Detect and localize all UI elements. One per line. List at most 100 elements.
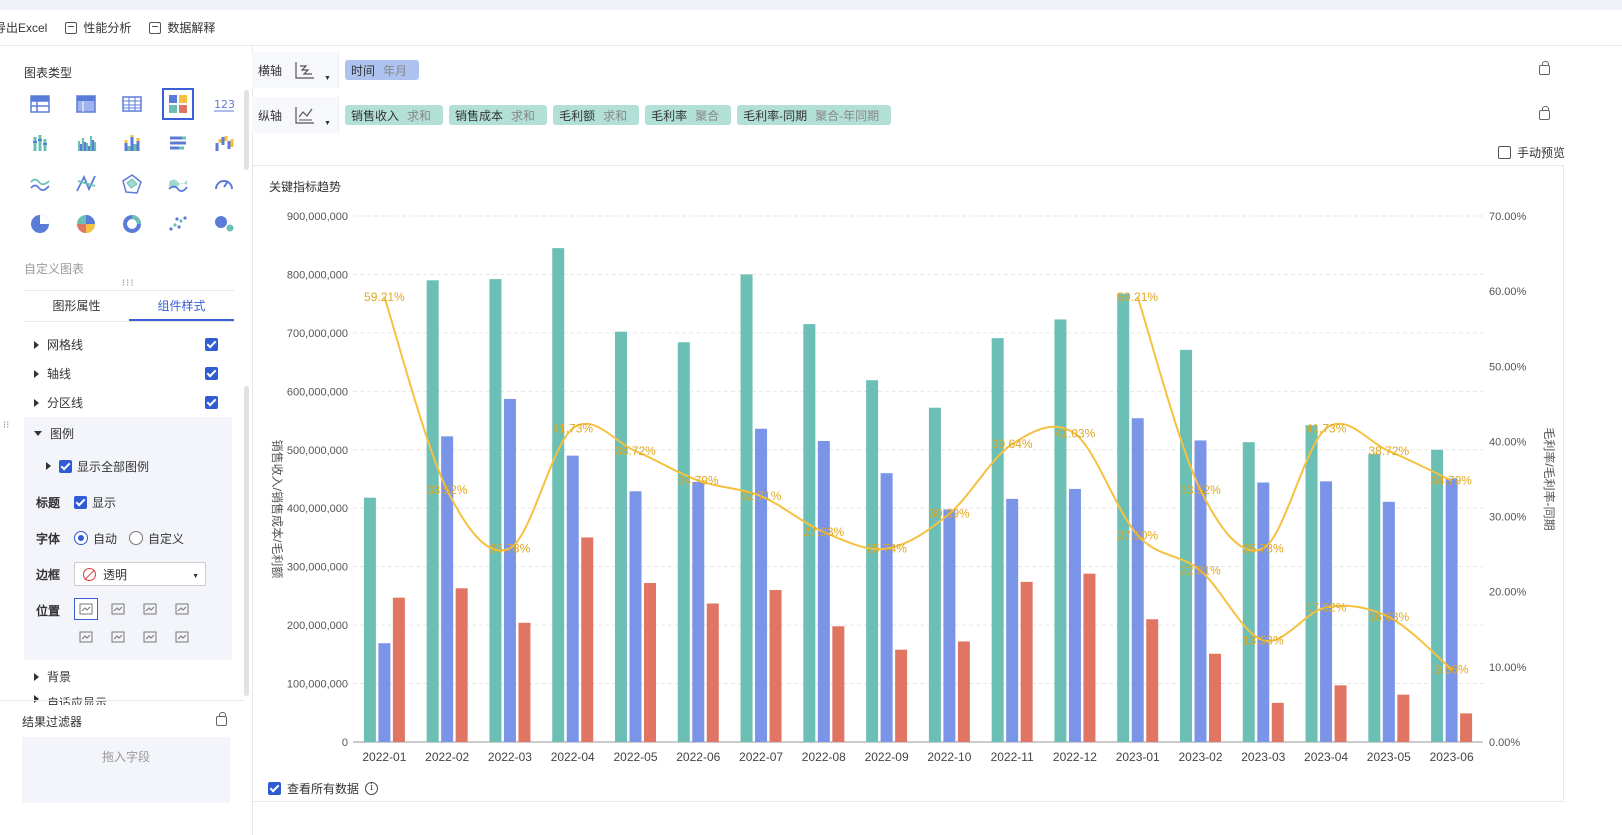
combo-chart-chart-type-button[interactable] (162, 88, 194, 120)
view-all-data-checkbox[interactable] (268, 782, 281, 795)
resize-handle-icon[interactable]: ⁝⁝⁝ (122, 278, 135, 289)
bar (692, 481, 705, 742)
custom-chart-label[interactable]: 自定义图表 (24, 262, 85, 276)
y-tick-label: 400,000,000 (287, 503, 348, 515)
legend-left-button[interactable] (138, 598, 162, 620)
title-show-checkbox[interactable] (74, 495, 87, 509)
detail-table-chart-type-button[interactable] (70, 88, 102, 120)
gridline-row[interactable]: 网格线 (24, 330, 234, 359)
view-all-data-toggle[interactable]: 查看所有数据 i (268, 780, 379, 797)
area-chart-type-button[interactable] (162, 168, 194, 200)
collapse-arrow-icon[interactable] (34, 431, 42, 436)
performance-analysis-button[interactable]: 性能分析 (65, 19, 131, 36)
y-axis-field-pill[interactable]: 毛利率 聚合 (645, 105, 732, 125)
chart-type-scrollbar[interactable] (244, 90, 249, 170)
waterfall-chart-type-button[interactable] (208, 128, 240, 160)
multi-pie-chart-type-button[interactable] (70, 208, 102, 240)
chart-card: 0 100,000,000 200,000,000 300,000,000 400,00… (252, 165, 1564, 802)
donut-chart-type-button[interactable] (116, 208, 148, 240)
legend-top-button[interactable] (106, 598, 130, 620)
data-explain-button[interactable]: 数据解释 (149, 19, 215, 36)
polar-chart-type-button[interactable] (70, 168, 102, 200)
y-axis-field-pill[interactable]: 销售成本 求和 (449, 105, 548, 125)
line-chart-type-button[interactable] (24, 168, 56, 200)
number-card-chart-type-button[interactable]: 123 (208, 88, 240, 120)
expand-arrow-icon[interactable] (34, 398, 39, 407)
side-resize-handle-icon[interactable]: ⁝⁝ (3, 420, 10, 431)
properties-scrollbar[interactable] (244, 386, 249, 696)
x-axis-field-pill[interactable]: 时间 年月 (345, 60, 420, 80)
zone-row[interactable]: 分区线 (24, 388, 234, 417)
legend-bottom-button[interactable] (106, 626, 130, 648)
gauge-chart-type-button[interactable] (208, 168, 240, 200)
x-axis-lock-icon[interactable] (1532, 58, 1556, 82)
scatter-chart-type-button[interactable] (162, 208, 194, 240)
manual-preview-checkbox[interactable] (1498, 146, 1511, 159)
legend-right-middle-button[interactable] (170, 626, 194, 648)
bar (1271, 702, 1284, 742)
legend-right-button[interactable] (170, 598, 194, 620)
tab-component-style[interactable]: 组件样式 (129, 291, 234, 321)
pie-chart-type-button[interactable] (24, 208, 56, 240)
radar-chart-type-button[interactable] (116, 168, 148, 200)
bar (615, 331, 627, 742)
expand-arrow-icon[interactable] (34, 369, 39, 378)
bar (1131, 418, 1144, 742)
legend-row[interactable]: 图例 (24, 419, 232, 448)
export-excel-button[interactable]: 导出Excel (0, 19, 47, 36)
scatter-icon (169, 216, 187, 231)
axisline-row[interactable]: 轴线 (24, 359, 234, 388)
y-axis-field-pill[interactable]: 毛利额 求和 (553, 105, 640, 125)
expand-arrow-icon[interactable] (46, 462, 51, 470)
zone-checkbox[interactable] (205, 396, 218, 409)
horizontal-bar-chart-type-button[interactable] (162, 128, 194, 160)
stacked-bar-chart-type-button[interactable] (116, 128, 148, 160)
x-axis-row: 横轴 ▼ 时间 年月 (252, 52, 1528, 88)
expand-arrow-icon[interactable] (34, 340, 39, 349)
expand-arrow-icon[interactable] (34, 695, 39, 703)
manual-preview-toggle[interactable]: 手动预览 (1498, 144, 1565, 161)
bar (677, 342, 690, 742)
multi-bar-chart-type-button[interactable] (24, 128, 56, 160)
x-tick-label: 2023-06 (1430, 750, 1474, 764)
bar (1460, 713, 1473, 742)
expand-arrow-icon[interactable] (34, 672, 39, 681)
y-axis-field-pill[interactable]: 销售收入 求和 (345, 105, 444, 125)
y-axis-setting-button[interactable]: ▼ (294, 103, 338, 127)
gridline-checkbox[interactable] (205, 338, 218, 351)
field-aggregation: 年月 (383, 63, 408, 78)
lock-icon[interactable] (216, 712, 228, 726)
y-axis-lock-icon[interactable] (1532, 103, 1556, 127)
font-auto-radio[interactable] (74, 531, 88, 545)
border-value: 透明 (103, 567, 128, 582)
y2-tick-label: 20.00% (1489, 587, 1527, 599)
legend-top-left-button[interactable] (74, 598, 98, 620)
table-chart-type-button[interactable] (24, 88, 56, 120)
axisline-checkbox[interactable] (205, 367, 218, 380)
tab-graphic-properties[interactable]: 图形属性 (52, 299, 101, 313)
filter-drop-zone[interactable]: 拖入字段 (22, 737, 230, 803)
bar (1083, 573, 1096, 742)
cross-table-chart-type-button[interactable] (116, 88, 148, 120)
x-axis-fields[interactable]: 时间 年月 (338, 52, 1528, 88)
legend-left-middle-button[interactable] (138, 626, 162, 648)
bar (1445, 478, 1458, 742)
show-all-legend-row[interactable]: 显示全部图例 (24, 448, 232, 484)
bubble-chart-type-button[interactable] (208, 208, 240, 240)
border-select[interactable]: 透明 ▼ (74, 562, 206, 586)
property-tabs: 图形属性 组件样式 (24, 290, 234, 322)
bar (1305, 425, 1318, 742)
chart-type-title: 图表类型 (24, 66, 73, 80)
legend-bottom-left-button[interactable] (74, 626, 98, 648)
legend-position-icon (143, 603, 157, 615)
border-option-label: 边框 (36, 567, 61, 582)
y-axis-fields[interactable]: 销售收入 求和 销售成本 求和 毛利额 求和 毛利率 聚合 毛利率-同期 聚合-年同期 (338, 97, 1528, 133)
y-axis-field-pill[interactable]: 毛利率-同期 聚合-年同期 (737, 105, 892, 125)
bar-chart-chart-type-button[interactable] (70, 128, 102, 160)
x-axis-setting-button[interactable]: ▼ (294, 58, 338, 82)
show-all-legend-checkbox[interactable] (59, 459, 72, 473)
background-row[interactable]: 背景 (24, 662, 234, 691)
info-icon[interactable]: i (365, 782, 379, 795)
data-label: 25.78% (490, 541, 531, 555)
font-custom-radio[interactable] (129, 531, 144, 545)
